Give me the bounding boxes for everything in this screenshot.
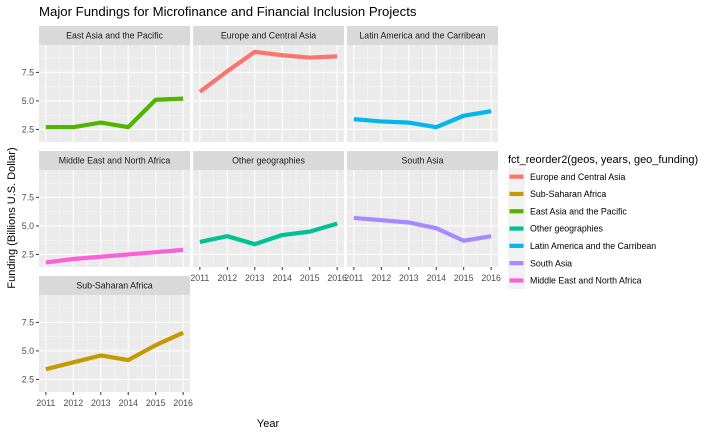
y-tick-label: 5.0 [22,346,34,356]
x-tick-label: 2012 [218,273,238,283]
x-tick-label: 2014 [272,273,292,283]
legend-label: Europe and Central Asia [530,172,625,182]
x-tick-label: 2012 [372,273,392,283]
panel-south-asia: South Asia 2011 2012 2013 2014 2015 2016 [344,151,501,283]
facet-strip-label: Middle East and North Africa [59,156,171,166]
panel-sub-saharan-africa: Sub-Saharan Africa 2.5 5.0 7.5 2011 2012 2013 2… [22,276,193,408]
x-tick-label: 2012 [64,398,84,408]
facet-strip [39,276,190,295]
facet-strip-label: South Asia [401,156,443,166]
series-line-south-asia [353,215,492,243]
x-tick-label: 2011 [190,273,209,283]
facet-panels: East Asia and the Pacific 2.5 5.0 7.5 Europe… [22,26,501,408]
panel-other-geographies: Other geographies 2011 2012 2013 2014 2015 201… [190,151,347,283]
x-tick-label: 2013 [91,398,111,408]
legend-label: Middle East and North Africa [530,276,642,286]
x-tick-label: 2011 [344,273,363,283]
legend-item-other-geographies: Other geographies [508,219,603,238]
facet-strip-label: Latin America and the Carribean [359,31,485,41]
series-line-east-asia-and-the-pacific [45,96,184,130]
facet-strip [193,151,344,170]
x-tick-label: 2013 [399,273,419,283]
facet-strip [347,151,498,170]
legend-title: fct_reorder2(geos, years, geo_funding) [508,154,698,166]
legend-label: Sub-Saharan Africa [530,189,606,199]
series-line-sub-saharan-africa [45,330,185,372]
y-tick-label: 7.5 [22,67,34,77]
legend-label: South Asia [530,258,572,268]
x-tick-label: 2015 [146,398,166,408]
y-tick-label: 2.5 [22,249,34,259]
y-axis-title: Funding (Billions U.S. Dollar) [6,147,18,288]
series-line-middle-east-and-north-africa [45,247,184,265]
x-tick-label: 2016 [327,273,347,283]
facet-strip [193,26,344,45]
series-line-europe-and-central-asia [198,49,338,94]
panel-east-asia-and-the-pacific: East Asia and the Pacific 2.5 5.0 7.5 [22,26,190,142]
panel-latin-america-and-the-carribean: Latin America and the Carribean [347,26,498,142]
y-tick-label: 2.5 [22,124,34,134]
y-tick-label: 2.5 [22,374,34,384]
legend-item-latin-america-and-the-carribean: Latin America and the Carribean [508,237,656,255]
x-tick-label: 2015 [454,273,474,283]
x-axis-title: Year [257,418,280,430]
panel-europe-and-central-asia: Europe and Central Asia [193,26,344,142]
panel-middle-east-and-north-africa: Middle East and North Africa 2.5 5.0 7.5 [22,151,190,267]
legend-item-east-asia-and-the-pacific: East Asia and the Pacific [508,202,627,220]
facet-strip-label: Sub-Saharan Africa [76,281,152,291]
y-tick-label: 7.5 [22,317,34,327]
facet-strip-label: Europe and Central Asia [221,31,316,41]
legend-item-europe-and-central-asia: Europe and Central Asia [508,168,625,186]
facet-strip-label: Other geographies [232,156,305,166]
facet-strip-label: East Asia and the Pacific [66,31,163,41]
legend-item-sub-saharan-africa: Sub-Saharan Africa [508,185,606,203]
x-tick-label: 2014 [118,398,138,408]
chart-title: Major Fundings for Microfinance and Fina… [39,4,417,19]
legend-label: East Asia and the Pacific [530,206,627,216]
y-tick-label: 5.0 [22,221,34,231]
x-tick-label: 2014 [426,273,446,283]
x-tick-label: 2013 [245,273,265,283]
legend-item-middle-east-and-north-africa: Middle East and North Africa [508,271,642,290]
x-tick-label: 2015 [300,273,320,283]
facet-strip [39,26,190,45]
y-tick-label: 5.0 [22,96,34,106]
legend-label: Other geographies [530,224,603,234]
x-tick-label: 2016 [173,398,193,408]
legend: Europe and Central Asia Sub-Saharan Afric… [508,168,656,290]
legend-label: Latin America and the Carribean [530,241,656,251]
series-line-other-geographies [199,221,338,247]
series-line-latin-america-and-the-carribean [353,109,492,130]
x-tick-label: 2016 [481,273,501,283]
facet-strip [39,151,190,170]
facet-strip [347,26,498,45]
legend-item-south-asia: South Asia [508,254,572,272]
y-tick-label: 7.5 [22,192,34,202]
x-tick-label: 2011 [36,398,55,408]
